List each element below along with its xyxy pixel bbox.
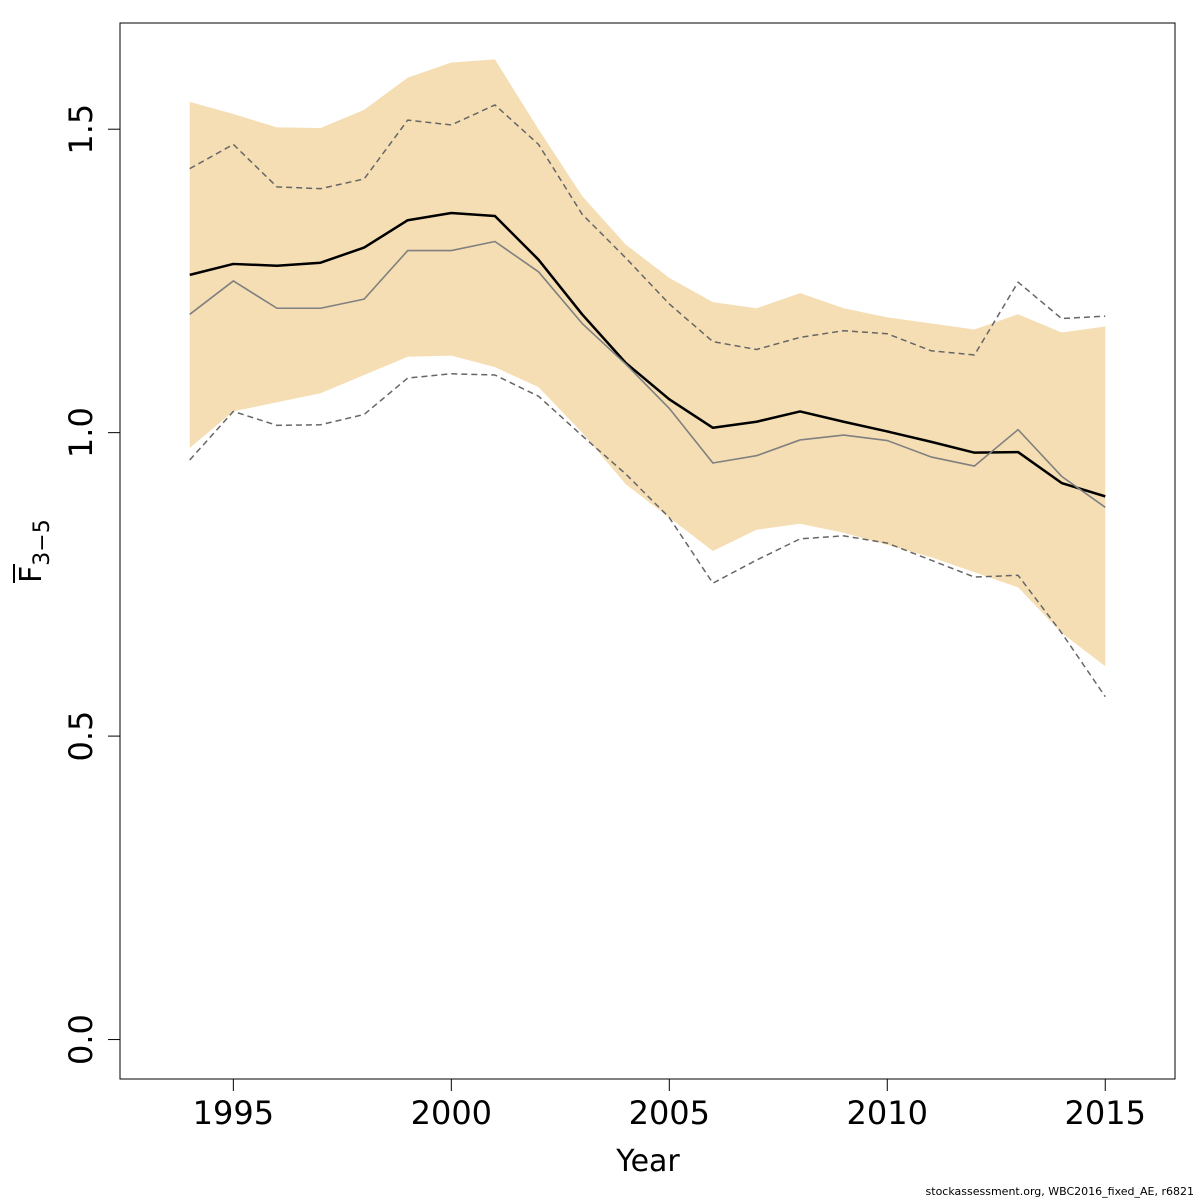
confidence-band	[189, 59, 1106, 667]
y-tick-label: 0.5	[62, 711, 100, 762]
lower-dashed-line	[189, 373, 1106, 698]
x-axis-title: Year	[615, 1144, 680, 1179]
y-axis-title: F3−5	[13, 519, 55, 583]
svg-text:F3−5: F3−5	[14, 519, 55, 583]
footer-caption: stockassessment.org, WBC2016_fixed_AE, r…	[925, 1185, 1194, 1198]
upper-dashed-line	[189, 104, 1106, 356]
plot-frame	[119, 22, 1176, 1080]
x-tick-label: 1995	[193, 1094, 274, 1132]
y-axis-title-sub: 3−5	[30, 519, 55, 565]
x-tick-label: 2010	[847, 1094, 928, 1132]
x-tick-label: 2015	[1065, 1094, 1146, 1132]
estimate-line	[189, 211, 1106, 498]
y-tick-label: 1.5	[62, 104, 100, 155]
alt-estimate-line	[189, 240, 1106, 508]
x-tick-label: 2005	[629, 1094, 710, 1132]
y-tick-label: 1.0	[62, 407, 100, 458]
y-tick-label: 0.0	[62, 1014, 100, 1065]
y-axis-title-main: F	[14, 566, 49, 583]
x-tick-label: 2000	[411, 1094, 492, 1132]
